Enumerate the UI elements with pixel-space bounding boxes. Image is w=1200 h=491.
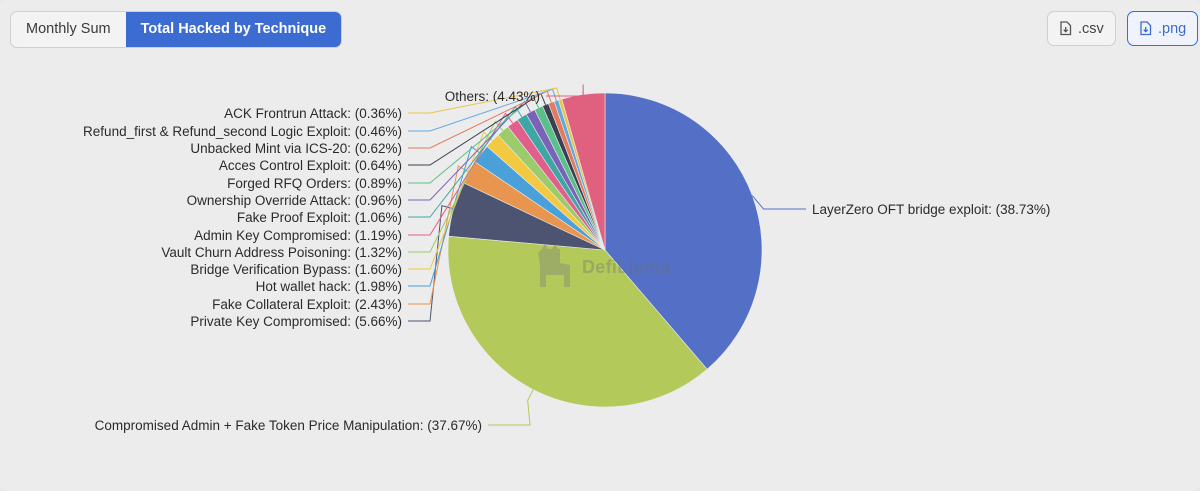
slice-label-name: Ownership Override Attack: <box>187 193 355 208</box>
pie-slice[interactable] <box>604 92 763 370</box>
pie-slices <box>447 92 763 408</box>
slice-label: LayerZero OFT bridge exploit: (38.73%) <box>812 202 1050 217</box>
slice-label-name: Admin Key Compromised: <box>194 228 355 243</box>
label-line <box>408 100 531 201</box>
label-line <box>408 88 557 132</box>
slice-label-name: Fake Proof Exploit: <box>237 210 355 225</box>
slice-label: Compromised Admin + Fake Token Price Man… <box>95 418 482 433</box>
tab-monthly-sum[interactable]: Monthly Sum <box>26 21 111 37</box>
file-download-icon <box>1060 21 1072 36</box>
slice-label-pct: (2.43%) <box>355 297 402 312</box>
slice-label: Fake Proof Exploit: (1.06%) <box>237 210 402 225</box>
slice-label-pct: (0.36%) <box>355 106 402 121</box>
slice-label: Private Key Compromised: (5.66%) <box>190 314 402 329</box>
slice-label: Ownership Override Attack: (0.96%) <box>187 193 402 208</box>
label-lines <box>408 84 806 426</box>
slice-label-pct: (0.96%) <box>355 193 402 208</box>
slice-label-pct: (5.66%) <box>355 314 402 329</box>
slice-label-pct: (0.89%) <box>355 176 402 191</box>
slice-label: Admin Key Compromised: (1.19%) <box>194 228 402 243</box>
label-line <box>408 165 469 305</box>
slice-label: Refund_first & Refund_second Logic Explo… <box>83 124 402 139</box>
slice-label: Others: (4.43%) <box>445 89 540 104</box>
slice-label-name: Compromised Admin + Fake Token Price Man… <box>95 418 428 433</box>
slice-label-name: Fake Collateral Exploit: <box>212 297 355 312</box>
slice-label-pct: (1.98%) <box>355 279 402 294</box>
label-line <box>488 389 534 426</box>
label-line <box>408 92 546 166</box>
slice-label: Acces Control Exploit: (0.64%) <box>219 158 402 173</box>
slice-label-pct: (0.62%) <box>355 141 402 156</box>
watermark: DefiLlama <box>530 243 671 291</box>
view-tabs: Monthly Sum Total Hacked by Technique <box>10 11 343 48</box>
slice-label: Unbacked Mint via ICS-20: (0.62%) <box>190 141 402 156</box>
slice-label-pct: (4.43%) <box>493 89 540 104</box>
download-png-button[interactable]: .png <box>1127 11 1199 46</box>
tab-total-hacked-by-technique[interactable]: Total Hacked by Technique <box>125 12 342 47</box>
slice-label-name: Private Key Compromised: <box>190 314 354 329</box>
slice-labels: LayerZero OFT bridge exploit: (38.73%) Co… <box>83 89 1050 433</box>
slice-label-name: Acces Control Exploit: <box>219 158 355 173</box>
slice-label-pct: (0.46%) <box>355 124 402 139</box>
slice-label-pct: (1.19%) <box>355 228 402 243</box>
slice-label: Vault Churn Address Poisoning: (1.32%) <box>161 245 402 260</box>
slice-label-name: LayerZero OFT bridge exploit: <box>812 202 996 217</box>
slice-label-name: Hot wallet hack: <box>256 279 355 294</box>
slice-label-pct: (1.60%) <box>355 262 402 277</box>
slice-label-pct: (1.32%) <box>355 245 402 260</box>
slice-label-name: Unbacked Mint via ICS-20: <box>190 141 354 156</box>
slice-label-pct: (38.73%) <box>996 202 1051 217</box>
slice-label-name: Refund_first & Refund_second Logic Explo… <box>83 124 355 139</box>
slice-label: Hot wallet hack: (1.98%) <box>256 279 402 294</box>
slice-label-name: Vault Churn Address Poisoning: <box>161 245 354 260</box>
slice-label-name: Forged RFQ Orders: <box>227 176 355 191</box>
slice-label-pct: (1.06%) <box>355 210 402 225</box>
download-png-label: .png <box>1158 20 1187 37</box>
download-csv-button[interactable]: .csv <box>1047 11 1116 46</box>
slice-label: Bridge Verification Bypass: (1.60%) <box>190 262 402 277</box>
file-download-icon <box>1140 21 1152 36</box>
download-csv-label: .csv <box>1078 20 1104 37</box>
slice-label: ACK Frontrun Attack: (0.36%) <box>224 106 402 121</box>
label-line <box>546 84 584 97</box>
label-line <box>408 87 561 114</box>
llama-logo <box>538 244 570 287</box>
slice-label: Forged RFQ Orders: (0.89%) <box>227 176 402 191</box>
label-line <box>408 105 523 218</box>
label-line <box>408 90 552 149</box>
slice-label: Fake Collateral Exploit: (2.43%) <box>212 297 402 312</box>
label-line <box>408 96 540 184</box>
slice-label-name: ACK Frontrun Attack: <box>224 106 355 121</box>
slice-label-name: Others: <box>445 89 493 104</box>
label-line <box>751 195 806 210</box>
slice-label-name: Bridge Verification Bypass: <box>190 262 354 277</box>
slice-label-pct: (37.67%) <box>427 418 482 433</box>
slice-label-pct: (0.64%) <box>355 158 402 173</box>
watermark-text: DefiLlama <box>582 256 671 277</box>
